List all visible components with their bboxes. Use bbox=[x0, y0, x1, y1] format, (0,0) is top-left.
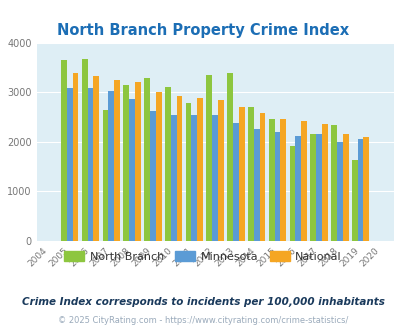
Bar bbox=[72, 73, 78, 241]
Bar bbox=[144, 78, 149, 241]
Bar bbox=[259, 113, 265, 241]
Bar bbox=[156, 92, 161, 241]
Text: Crime Index corresponds to incidents per 100,000 inhabitants: Crime Index corresponds to incidents per… bbox=[21, 297, 384, 307]
Bar bbox=[129, 99, 135, 241]
Legend: North Branch, Minnesota, National: North Branch, Minnesota, National bbox=[60, 247, 345, 267]
Bar bbox=[268, 118, 274, 241]
Bar bbox=[309, 134, 315, 241]
Bar bbox=[336, 143, 342, 241]
Text: © 2025 CityRating.com - https://www.cityrating.com/crime-statistics/: © 2025 CityRating.com - https://www.city… bbox=[58, 316, 347, 325]
Bar bbox=[274, 132, 280, 241]
Bar bbox=[171, 115, 176, 241]
Text: North Branch Property Crime Index: North Branch Property Crime Index bbox=[57, 23, 348, 38]
Bar bbox=[123, 85, 129, 241]
Bar bbox=[93, 76, 99, 241]
Bar bbox=[362, 137, 369, 241]
Bar bbox=[330, 124, 336, 241]
Bar bbox=[206, 75, 212, 241]
Bar bbox=[61, 60, 67, 241]
Bar bbox=[176, 96, 182, 241]
Bar bbox=[114, 80, 120, 241]
Bar bbox=[238, 107, 244, 241]
Bar bbox=[191, 115, 197, 241]
Bar bbox=[197, 98, 202, 241]
Bar bbox=[102, 110, 108, 241]
Bar bbox=[67, 88, 72, 241]
Bar bbox=[342, 134, 347, 241]
Bar bbox=[227, 73, 232, 241]
Bar bbox=[185, 103, 191, 241]
Bar bbox=[87, 88, 93, 241]
Bar bbox=[164, 87, 171, 241]
Bar bbox=[301, 120, 306, 241]
Bar bbox=[351, 160, 357, 241]
Bar bbox=[280, 118, 286, 241]
Bar bbox=[315, 134, 321, 241]
Bar bbox=[253, 129, 259, 241]
Bar bbox=[217, 100, 223, 241]
Bar bbox=[149, 111, 156, 241]
Bar bbox=[321, 124, 327, 241]
Bar bbox=[289, 146, 294, 241]
Bar bbox=[247, 107, 253, 241]
Bar bbox=[357, 139, 362, 241]
Bar bbox=[232, 123, 238, 241]
Bar bbox=[108, 91, 114, 241]
Bar bbox=[82, 59, 87, 241]
Bar bbox=[212, 115, 217, 241]
Bar bbox=[294, 136, 301, 241]
Bar bbox=[135, 82, 141, 241]
